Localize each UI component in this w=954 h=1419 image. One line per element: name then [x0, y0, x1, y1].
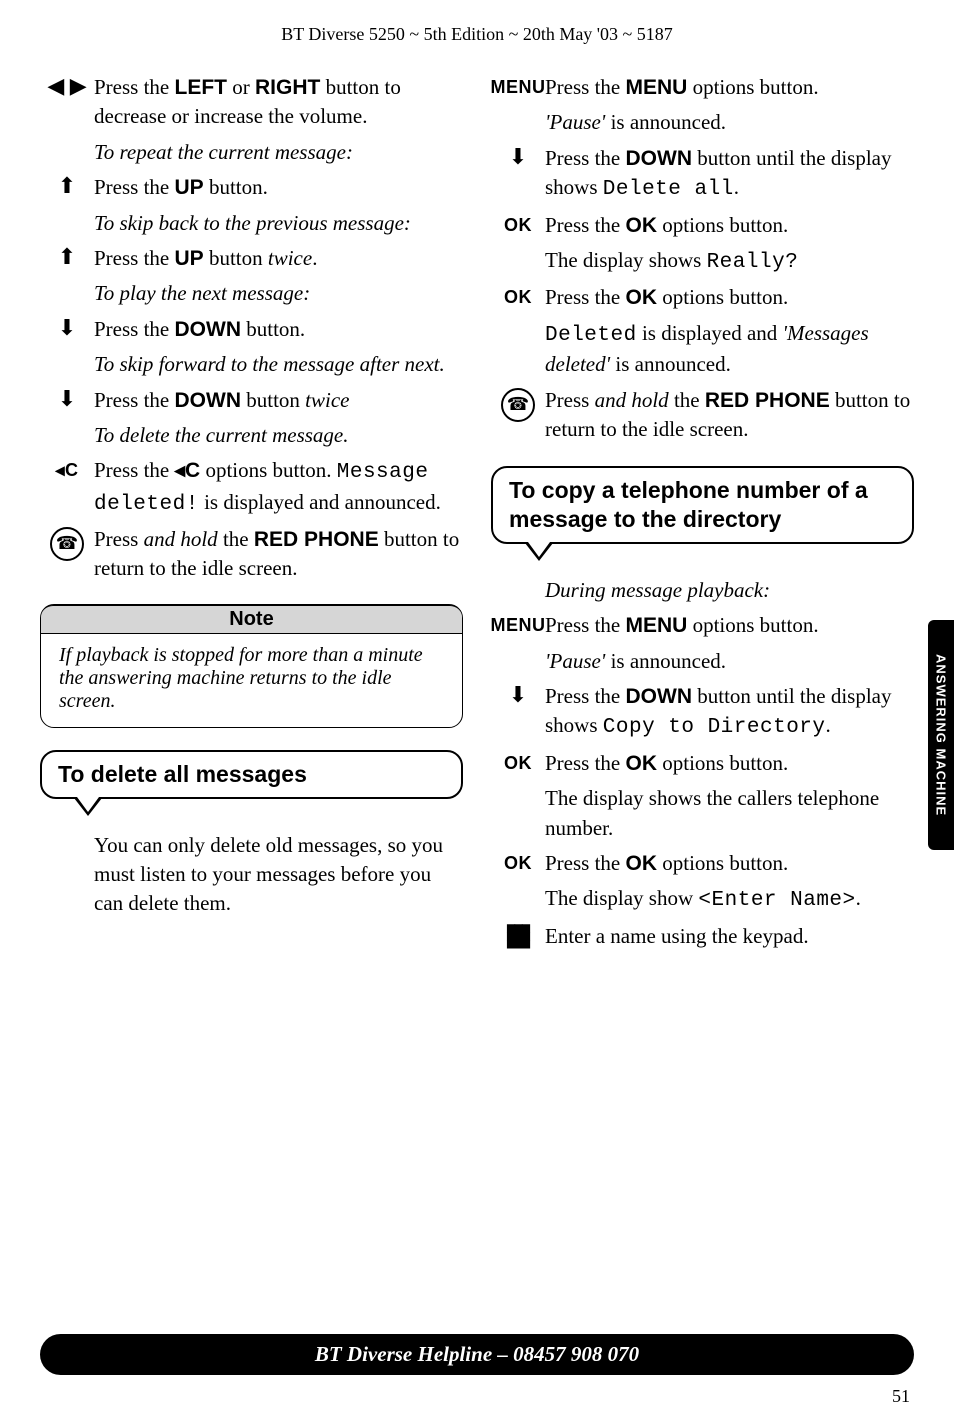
step-text: The display shows the callers telephone …: [491, 784, 914, 843]
up-arrow-icon: ⬆: [40, 244, 94, 268]
down-arrow-icon: ⬇: [40, 315, 94, 339]
step-ok: OK Press the OK options button.: [491, 211, 914, 240]
callout-copy-number: To copy a telephone number of a message …: [491, 466, 914, 544]
step-down: ⬇ Press the DOWN button until the displa…: [491, 144, 914, 205]
down-arrow-icon: ⬇: [491, 682, 545, 706]
ok-button-icon: OK: [491, 849, 545, 876]
step-up-twice: ⬆ Press the UP button twice.: [40, 244, 463, 273]
step-left-right: ◀ ▶ Press the LEFT or RIGHT button to de…: [40, 73, 463, 132]
step-red-phone: ☎ Press and hold the RED PHONE button to…: [40, 525, 463, 584]
step-down-twice: ⬇ Press the DOWN button twice: [40, 386, 463, 415]
ok-button-icon: OK: [491, 749, 545, 776]
down-arrow-icon: ⬇: [40, 386, 94, 410]
step-menu: MENU Press the MENU options button.: [491, 611, 914, 640]
delete-body: You can only delete old messages, so you…: [40, 831, 463, 919]
page-header: BT Diverse 5250 ~ 5th Edition ~ 20th May…: [40, 24, 914, 45]
left-column: ◀ ▶ Press the LEFT or RIGHT button to de…: [40, 73, 463, 957]
phone-icon: ☎: [40, 525, 94, 561]
subheading: To repeat the current message:: [40, 138, 463, 167]
callout-tail-icon: [525, 543, 553, 561]
right-column: MENU Press the MENU options button. 'Pau…: [491, 73, 914, 957]
step-down: ⬇ Press the DOWN button until the displa…: [491, 682, 914, 743]
ok-button-icon: OK: [491, 211, 545, 238]
subheading: During message playback:: [491, 576, 914, 605]
step-down: ⬇ Press the DOWN button.: [40, 315, 463, 344]
note-title: Note: [41, 605, 462, 634]
keypad-icon: ■■■■■■■■■: [491, 922, 545, 949]
step-text: The display shows Really?: [491, 246, 914, 277]
down-arrow-icon: ⬇: [491, 144, 545, 168]
callout-delete-all: To delete all messages: [40, 750, 463, 799]
step-text: Deleted is displayed and 'Messages delet…: [491, 319, 914, 380]
step-text: 'Pause' is announced.: [491, 647, 914, 676]
note-box: Note If playback is stopped for more tha…: [40, 604, 463, 728]
c-button-icon: ◂C: [40, 456, 94, 483]
step-text: 'Pause' is announced.: [491, 108, 914, 137]
left-right-arrow-icon: ◀ ▶: [40, 73, 94, 97]
subheading: To play the next message:: [40, 279, 463, 308]
page: BT Diverse 5250 ~ 5th Edition ~ 20th May…: [0, 0, 954, 1419]
step-ok: OK Press the OK options button.: [491, 283, 914, 312]
step-text: Press the LEFT or RIGHT button to decrea…: [94, 73, 463, 132]
step-menu: MENU Press the MENU options button.: [491, 73, 914, 102]
side-tab-label: ANSWERING MACHINE: [934, 654, 949, 816]
step-ok: OK Press the OK options button.: [491, 849, 914, 878]
ok-button-icon: OK: [491, 283, 545, 310]
two-column-layout: ◀ ▶ Press the LEFT or RIGHT button to de…: [40, 73, 914, 957]
phone-icon: ☎: [491, 386, 545, 422]
step-text: The display show <Enter Name>.: [491, 884, 914, 915]
footer-helpline: BT Diverse Helpline – 08457 908 070: [40, 1334, 914, 1375]
menu-button-icon: MENU: [491, 73, 545, 100]
subheading: To delete the current message.: [40, 421, 463, 450]
page-number: 51: [892, 1386, 910, 1407]
callout-tail-icon: [74, 798, 102, 816]
step-c-button: ◂C Press the ◂C options button. Message …: [40, 456, 463, 519]
subheading: To skip forward to the message after nex…: [40, 350, 463, 379]
subheading: To skip back to the previous message:: [40, 209, 463, 238]
menu-button-icon: MENU: [491, 611, 545, 638]
callout-title: To delete all messages: [40, 750, 463, 799]
step-ok: OK Press the OK options button.: [491, 749, 914, 778]
step-red-phone: ☎ Press and hold the RED PHONE button to…: [491, 386, 914, 445]
callout-title: To copy a telephone number of a message …: [491, 466, 914, 544]
up-arrow-icon: ⬆: [40, 173, 94, 197]
section-side-tab: ANSWERING MACHINE: [928, 620, 954, 850]
note-body: If playback is stopped for more than a m…: [59, 644, 444, 713]
step-up: ⬆ Press the UP button.: [40, 173, 463, 202]
step-keypad: ■■■■■■■■■ Enter a name using the keypad.: [491, 922, 914, 951]
